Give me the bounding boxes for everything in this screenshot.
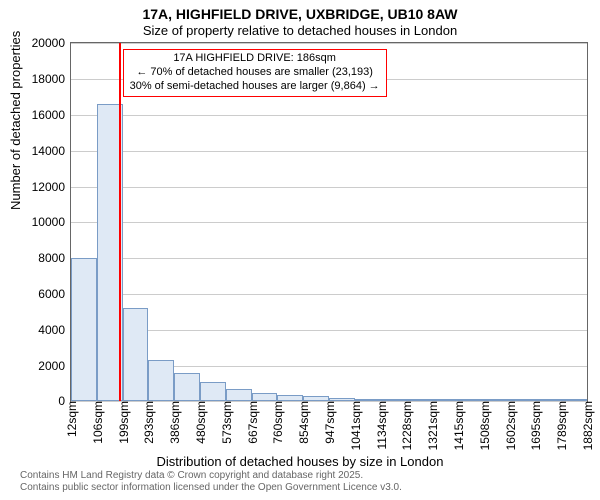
y-tick-label: 16000 bbox=[32, 108, 71, 122]
chart-plot-area: 17A HIGHFIELD DRIVE: 186sqm← 70% of deta… bbox=[70, 42, 588, 402]
y-axis-label: Number of detached properties bbox=[8, 31, 23, 210]
gridline bbox=[71, 43, 587, 44]
y-tick-label: 2000 bbox=[38, 359, 71, 373]
x-tick-label: 1321sqm bbox=[424, 401, 440, 450]
annotation-line: ← 70% of detached houses are smaller (23… bbox=[130, 66, 380, 80]
x-tick-label: 1134sqm bbox=[373, 401, 389, 449]
gridline bbox=[71, 294, 587, 295]
gridline bbox=[71, 151, 587, 152]
chart-title-line2: Size of property relative to detached ho… bbox=[0, 23, 600, 39]
y-tick-label: 10000 bbox=[32, 215, 71, 229]
x-tick-label: 854sqm bbox=[295, 401, 311, 444]
x-tick-label: 1415sqm bbox=[450, 401, 466, 450]
x-tick-label: 1508sqm bbox=[476, 401, 492, 450]
y-tick-label: 8000 bbox=[38, 251, 71, 265]
footer-line2: Contains public sector information licen… bbox=[20, 482, 402, 494]
x-tick-label: 293sqm bbox=[140, 401, 156, 444]
annotation-box: 17A HIGHFIELD DRIVE: 186sqm← 70% of deta… bbox=[123, 49, 387, 96]
annotation-line: 17A HIGHFIELD DRIVE: 186sqm bbox=[130, 52, 380, 66]
plot-region: 17A HIGHFIELD DRIVE: 186sqm← 70% of deta… bbox=[71, 43, 587, 401]
x-tick-label: 760sqm bbox=[269, 401, 285, 444]
histogram-bar bbox=[123, 308, 149, 401]
histogram-bar bbox=[174, 373, 200, 402]
x-tick-label: 106sqm bbox=[89, 401, 105, 444]
gridline bbox=[71, 222, 587, 223]
y-tick-label: 4000 bbox=[38, 323, 71, 337]
x-axis-label: Distribution of detached houses by size … bbox=[0, 454, 600, 469]
x-tick-label: 1602sqm bbox=[502, 401, 518, 450]
x-tick-label: 1789sqm bbox=[553, 401, 569, 450]
y-tick-label: 18000 bbox=[32, 72, 71, 86]
x-tick-label: 1882sqm bbox=[579, 401, 595, 450]
x-tick-label: 667sqm bbox=[244, 401, 260, 444]
chart-container: 17A, HIGHFIELD DRIVE, UXBRIDGE, UB10 8AW… bbox=[0, 0, 600, 500]
y-tick-label: 6000 bbox=[38, 287, 71, 301]
chart-title-line1: 17A, HIGHFIELD DRIVE, UXBRIDGE, UB10 8AW bbox=[0, 0, 600, 23]
x-tick-label: 947sqm bbox=[321, 401, 337, 444]
histogram-bar bbox=[148, 360, 174, 401]
x-tick-label: 386sqm bbox=[166, 401, 182, 444]
x-tick-label: 1695sqm bbox=[527, 401, 543, 450]
property-marker-line bbox=[119, 43, 121, 401]
x-tick-label: 480sqm bbox=[192, 401, 208, 444]
x-tick-label: 199sqm bbox=[115, 401, 131, 444]
x-tick-label: 1228sqm bbox=[398, 401, 414, 450]
gridline bbox=[71, 258, 587, 259]
x-tick-label: 12sqm bbox=[63, 401, 79, 437]
gridline bbox=[71, 115, 587, 116]
y-tick-label: 12000 bbox=[32, 180, 71, 194]
footer-line1: Contains HM Land Registry data © Crown c… bbox=[20, 470, 402, 482]
y-tick-label: 14000 bbox=[32, 144, 71, 158]
histogram-bar bbox=[71, 258, 97, 401]
gridline bbox=[71, 187, 587, 188]
x-tick-label: 1041sqm bbox=[347, 401, 363, 450]
x-tick-label: 573sqm bbox=[218, 401, 234, 444]
footer-attribution: Contains HM Land Registry data © Crown c… bbox=[20, 470, 402, 494]
gridline bbox=[71, 330, 587, 331]
histogram-bar bbox=[226, 389, 252, 402]
annotation-line: 30% of semi-detached houses are larger (… bbox=[130, 80, 380, 94]
y-tick-label: 20000 bbox=[32, 36, 71, 50]
histogram-bar bbox=[200, 382, 226, 402]
